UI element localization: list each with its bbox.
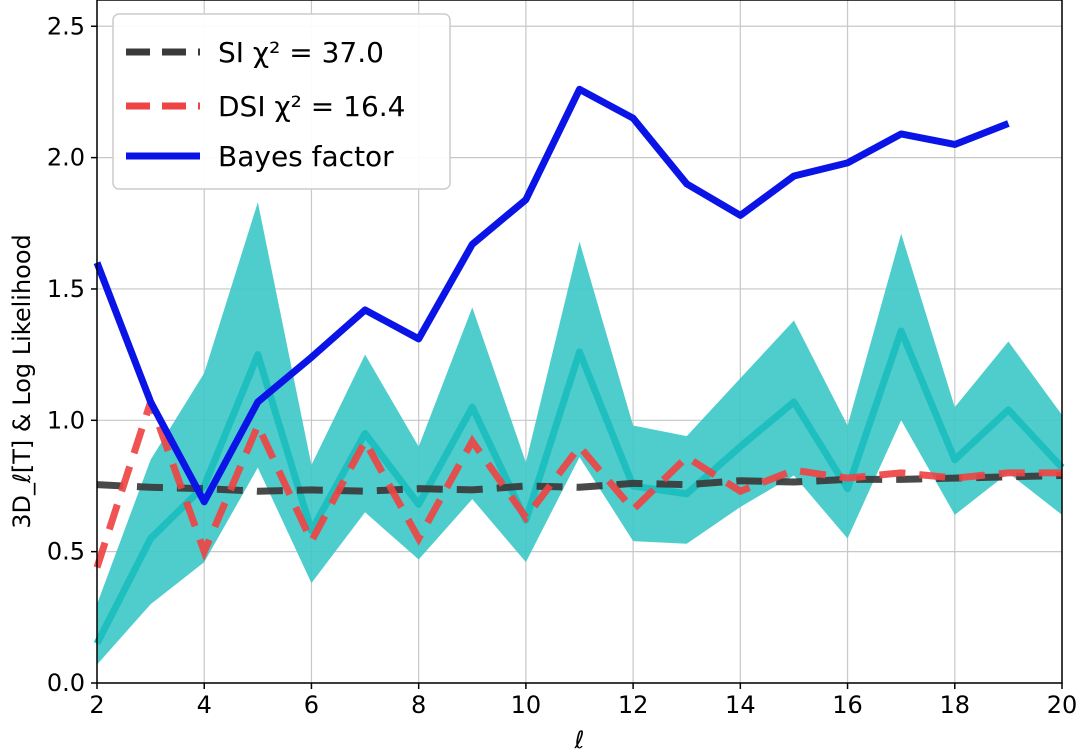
series-line-dsi [93,391,1062,569]
y-tick-label: 1.0 [47,406,85,434]
x-tick-label: 10 [511,691,542,719]
x-tick-label: 6 [304,691,319,719]
x-tick-label: 12 [618,691,649,719]
x-axis-label: ℓ [574,726,585,750]
legend-box [112,13,451,190]
x-tick-label: 20 [1047,691,1078,719]
x-tick-label: 18 [940,691,971,719]
x-tick-label: 2 [89,691,104,719]
axis-ticks: 2 4 6 8 10 12 14 16 18 20 0.0 0.5 1.0 1.5 2.0 2.5 [47,12,1077,719]
legend: SI χ² = 37.0 DSI χ² = 16.4 Bayes factor [112,13,451,190]
y-tick-label: 0.5 [47,538,85,566]
x-tick-label: 8 [411,691,426,719]
x-tick-label: 16 [832,691,863,719]
y-tick-label: 1.5 [47,275,85,303]
band-area [97,202,1062,665]
series-lines [93,85,1063,569]
y-tick-label: 0.0 [47,669,85,697]
band-center-line [93,327,1065,646]
legend-label-bayes: Bayes factor [218,140,394,173]
y-tick-label: 2.0 [47,144,85,172]
series-line-bayes [93,85,1010,506]
plot-frame [96,0,1063,684]
x-tick-label: 4 [197,691,212,719]
y-tick-label: 2.5 [47,12,85,40]
series-line-si [96,471,1063,495]
legend-label-dsi: DSI χ² = 16.4 [218,90,406,123]
uncertainty-band [93,202,1065,665]
legend-label-si: SI χ² = 37.0 [218,36,384,69]
y-axis-label: 3D_ℓ[T] & Log Likelihood [8,234,36,529]
x-tick-label: 14 [725,691,756,719]
